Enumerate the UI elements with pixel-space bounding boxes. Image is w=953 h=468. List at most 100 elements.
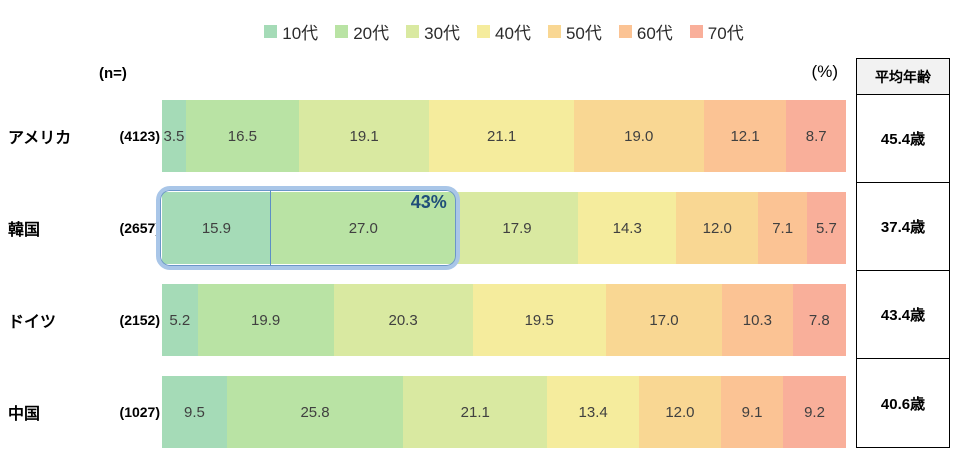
bar-segment: 7.1 (758, 192, 807, 264)
legend-label: 40代 (495, 23, 531, 43)
legend-swatch-icon (477, 24, 491, 38)
segment-value: 20.3 (388, 311, 418, 329)
stacked-bar: 5.2 19.9 20.3 19.5 17.0 10.3 7.8 (162, 284, 846, 356)
stacked-bar: 9.5 25.8 21.1 13.4 12.0 9.1 9.2 (162, 376, 846, 448)
legend-swatch-icon (689, 24, 703, 38)
segment-value: 5.7 (816, 219, 837, 237)
segment-value: 7.8 (808, 311, 830, 329)
legend-item: 20代 (335, 19, 389, 44)
segment-value: 7.1 (772, 219, 794, 237)
sample-size-label: (2657) (119, 220, 160, 236)
segment-value: 21.1 (486, 127, 517, 145)
legend-item: 40代 (477, 19, 531, 44)
legend-label: 50代 (565, 23, 602, 43)
country-label: アメリカ (8, 130, 72, 147)
bar-segment: 7.8 (792, 284, 846, 356)
legend-swatch-icon (406, 24, 420, 38)
segment-value: 14.3 (612, 219, 642, 237)
highlight-callout: 43% (156, 186, 460, 270)
segment-value: 19.9 (251, 311, 281, 329)
chart-row: ドイツ (2152) 5.2 19.9 20.3 19.5 17.0 10.3 7.8 (0, 284, 846, 356)
bar-segment: 3.5 (162, 100, 186, 172)
country-label: ドイツ (8, 314, 57, 331)
segment-value: 19.0 (624, 127, 654, 145)
bar-segment: 17.9 (455, 192, 579, 264)
bar-segment: 15.9 (162, 192, 271, 264)
n-column-header: (n=) (99, 65, 127, 82)
highlight-divider (269, 190, 271, 266)
bar-segment: 12.0 (638, 376, 721, 448)
bar-segment: 19.1 (298, 100, 430, 172)
legend-item: 60代 (618, 19, 673, 44)
segment-value: 8.7 (805, 127, 827, 145)
segment-value: 9.2 (804, 403, 825, 421)
legend: 10代 20代 30代 40代 50代 60代 70代 (162, 17, 846, 45)
chart-row: 中国 (1027) 9.5 25.8 21.1 13.4 12.0 9.1 9.2 (0, 376, 846, 448)
legend-label: 30代 (424, 23, 461, 43)
bar-segment: 12.1 (703, 100, 787, 172)
bar-segment: 10.3 (722, 284, 793, 356)
legend-swatch-icon (618, 24, 632, 38)
bar-segment: 9.1 (720, 376, 784, 448)
average-age-value: 45.4歳 (857, 95, 949, 183)
segment-value: 15.9 (201, 219, 232, 237)
legend-swatch-icon (264, 24, 278, 38)
bar-segment: 20.3 (333, 284, 473, 356)
bar-segment: 9.2 (783, 376, 846, 448)
segment-value: 12.0 (665, 403, 695, 421)
country-label: 中国 (8, 406, 41, 423)
segment-value: 13.4 (578, 403, 608, 421)
bar-segment: 13.4 (547, 376, 639, 448)
segment-value: 12.1 (730, 127, 760, 145)
percent-unit-label: (%) (811, 62, 838, 81)
average-age-table: 平均年齢 45.4歳 37.4歳 43.4歳 40.6歳 (856, 58, 950, 448)
bar-segment: 5.7 (806, 192, 846, 264)
segment-value: 19.5 (524, 311, 554, 329)
legend-item: 30代 (406, 19, 460, 44)
legend-item: 50代 (547, 19, 602, 44)
bar-segment: 27.0 (270, 192, 456, 264)
bar-segment: 5.2 (162, 284, 198, 356)
bar-segment: 17.0 (605, 284, 723, 356)
legend-item: 70代 (689, 19, 744, 44)
segment-value: 9.1 (741, 403, 763, 421)
bar-segment: 12.0 (676, 192, 759, 264)
legend-label: 70代 (707, 23, 744, 43)
legend-label: 60代 (636, 23, 673, 43)
legend-label: 10代 (282, 23, 319, 43)
chart-row: アメリカ (4123) 3.5 16.5 19.1 21.1 19.0 12.1 8.7 (0, 100, 846, 172)
segment-value: 9.5 (184, 403, 205, 421)
stacked-bar: 3.5 16.5 19.1 21.1 19.0 12.1 8.7 (162, 100, 846, 172)
segment-value: 16.5 (227, 127, 257, 145)
stacked-bar: 15.9 27.0 17.9 14.3 12.0 7.1 5.7 (162, 192, 846, 264)
chart-row: 韓国 (2657) 15.9 27.0 17.9 14.3 12.0 7.1 5.7 43% (0, 186, 846, 270)
legend-label: 20代 (353, 23, 390, 43)
sample-size-label: (4123) (119, 128, 160, 144)
bar-segment: 25.8 (226, 376, 404, 448)
country-label: 韓国 (8, 222, 41, 239)
bar-rows: アメリカ (4123) 3.5 16.5 19.1 21.1 19.0 12.1 8.7 韓国 (2… (0, 100, 846, 468)
legend-item: 10代 (264, 19, 318, 44)
legend-swatch-icon (335, 24, 349, 38)
bar-segment: 19.0 (573, 100, 704, 172)
bar-segment: 14.3 (578, 192, 677, 264)
highlight-percent-label: 43% (410, 192, 447, 212)
segment-value: 5.2 (169, 311, 191, 329)
average-age-header: 平均年齢 (857, 59, 949, 95)
average-age-value: 40.6歳 (880, 395, 926, 413)
bar-segment: 19.9 (197, 284, 334, 356)
sample-size-label: (1027) (119, 404, 160, 420)
bar-segment: 16.5 (185, 100, 299, 172)
segment-value: 10.3 (742, 311, 772, 329)
bar-segment: 21.1 (429, 100, 574, 172)
average-age-value: 37.4歳 (857, 183, 949, 271)
segment-value: 25.8 (300, 403, 330, 421)
segment-value: 17.9 (502, 219, 532, 237)
average-age-value: 43.4歳 (857, 271, 949, 359)
bar-segment: 8.7 (786, 100, 846, 172)
segment-value: 17.0 (649, 311, 679, 329)
segment-value: 21.1 (460, 403, 490, 421)
segment-value: 19.1 (349, 127, 379, 145)
segment-value: 27.0 (348, 219, 378, 237)
